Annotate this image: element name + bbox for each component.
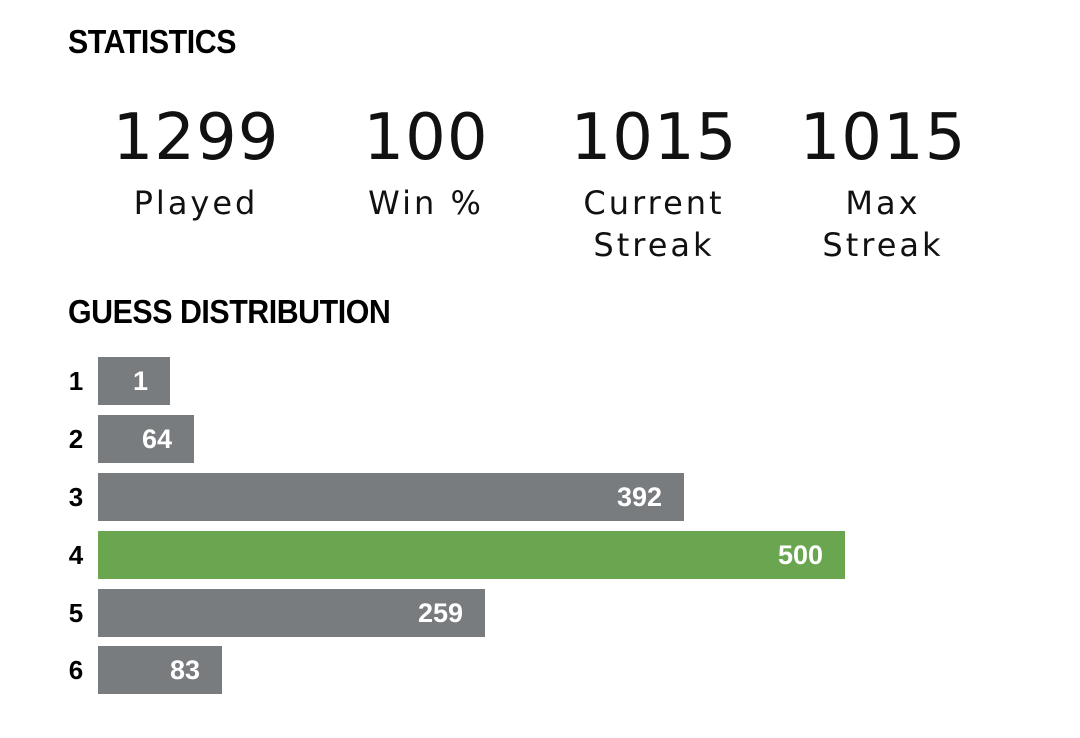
distribution-row-5: 5 259 [64,589,1024,637]
stat-current-streak: 1015 Current Streak [544,100,764,266]
distribution-row-2: 2 64 [64,415,1024,463]
guess-number: 5 [68,598,84,628]
guess-number: 6 [68,655,84,685]
distribution-count: 259 [417,598,463,628]
distribution-count: 1 [132,366,148,396]
guess-number: 2 [68,424,84,454]
distribution-row-3: 3 392 [64,473,1024,521]
stat-value: 1015 [799,101,967,175]
distribution-bar: 392 [98,473,684,521]
stat-max-streak: 1015 Max Streak [773,100,993,266]
distribution-row-4: 4 500 [64,531,1024,579]
guess-number: 3 [68,482,84,512]
distribution-count: 64 [141,424,172,454]
guess-number: 1 [68,366,84,396]
stat-label: Current Streak [583,184,725,264]
stat-label: Win % [368,184,484,222]
distribution-bar: 259 [98,589,485,637]
distribution-row-1: 1 1 [64,357,1024,405]
guess-distribution-heading: GUESS DISTRIBUTION [68,293,391,330]
distribution-count: 83 [169,655,200,685]
distribution-count: 500 [777,540,823,570]
distribution-count: 392 [616,482,662,512]
distribution-row-6: 6 83 [64,646,1024,694]
stat-label: Played [133,184,259,222]
guess-number: 4 [68,540,84,570]
distribution-bar: 1 [98,357,170,405]
distribution-bar: 500 [98,531,845,579]
stat-label: Max Streak [822,184,944,264]
stat-value: 1299 [112,101,280,175]
stat-played: 1299 Played [86,100,306,224]
distribution-bar: 64 [98,415,194,463]
stat-win-percent: 100 Win % [316,100,536,224]
statistics-heading: STATISTICS [68,23,237,60]
stat-value: 100 [363,101,489,175]
distribution-bar: 83 [98,646,222,694]
stat-value: 1015 [570,101,738,175]
